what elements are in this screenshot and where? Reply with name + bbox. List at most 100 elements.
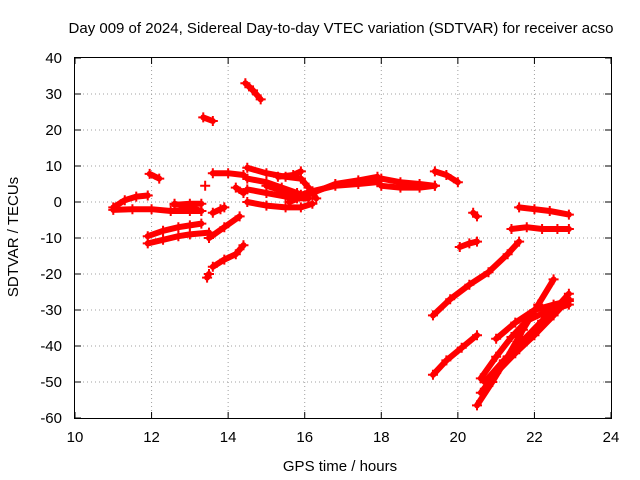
- x-tick-label: 20: [450, 429, 467, 446]
- plus-marker: [472, 211, 482, 222]
- trace-line: [516, 204, 572, 218]
- plus-marker: [427, 369, 438, 380]
- plus-marker: [429, 180, 440, 191]
- plus-marker: [521, 222, 532, 233]
- plus-marker: [207, 207, 218, 218]
- y-tick-label: -30: [40, 302, 62, 319]
- plus-marker: [234, 211, 245, 222]
- series-trace: [506, 222, 574, 234]
- plus-marker: [255, 94, 266, 105]
- plus-marker: [242, 162, 253, 173]
- plus-marker: [238, 240, 249, 251]
- plus-marker: [491, 333, 502, 344]
- trace-line: [110, 192, 151, 211]
- plot-frame: [74, 57, 612, 419]
- x-tick-label: 24: [603, 429, 620, 446]
- plus-marker: [307, 188, 318, 198]
- plus-marker: [472, 400, 482, 411]
- plus-marker: [456, 342, 467, 353]
- plus-marker: [529, 305, 540, 315]
- plus-marker: [207, 261, 218, 272]
- plus-marker: [142, 190, 153, 201]
- plus-marker: [261, 168, 272, 179]
- y-tick-label: -10: [40, 230, 62, 247]
- plus-marker: [514, 236, 525, 247]
- plus-marker: [131, 191, 142, 202]
- x-tick-label: 12: [143, 429, 160, 446]
- plus-marker: [248, 85, 259, 96]
- plus-marker: [452, 177, 463, 188]
- series-trace: [204, 211, 245, 243]
- y-tick-label: -50: [40, 374, 62, 391]
- plus-marker: [165, 206, 176, 216]
- plus-marker: [506, 332, 517, 342]
- plus-marker: [196, 198, 207, 209]
- plus-marker: [284, 197, 295, 207]
- chart-title: Day 009 of 2024, Sidereal Day-to-day VTE…: [69, 20, 614, 37]
- grid-lines: [75, 58, 611, 418]
- plus-marker: [219, 254, 230, 265]
- plus-marker: [472, 330, 482, 341]
- plus-marker: [502, 249, 513, 260]
- plus-marker: [200, 180, 211, 191]
- series-trace: [144, 168, 165, 184]
- plus-marker: [429, 166, 440, 177]
- plus-marker: [146, 204, 157, 215]
- plus-marker: [242, 184, 253, 195]
- plus-marker: [184, 198, 195, 209]
- plus-marker: [537, 224, 548, 234]
- plus-marker: [261, 180, 272, 191]
- y-tick-label: 0: [54, 194, 62, 211]
- plus-marker: [272, 171, 283, 182]
- plus-marker: [395, 182, 406, 193]
- plus-marker: [223, 168, 234, 179]
- plus-marker: [529, 204, 540, 215]
- plus-marker: [414, 182, 425, 193]
- data-series: [108, 78, 574, 411]
- x-tick-label: 10: [67, 429, 84, 446]
- y-tick-label: 10: [45, 158, 62, 175]
- series-trace: [376, 180, 440, 193]
- plus-marker: [464, 279, 475, 290]
- x-tick-labels: 10 12 14 16 18 20 22 24: [67, 429, 620, 446]
- plus-marker: [307, 198, 318, 209]
- plus-marker: [472, 236, 482, 247]
- series-trace: [427, 330, 482, 380]
- y-tick-labels: 40 30 20 10 0 -10 -20 -30 -40 -50 -60: [40, 50, 62, 427]
- plus-marker: [288, 170, 299, 180]
- plus-marker: [498, 355, 509, 366]
- plus-marker: [353, 175, 364, 186]
- trace-line: [378, 182, 438, 191]
- series-trace: [429, 166, 463, 188]
- plus-marker: [230, 249, 241, 260]
- series-trace: [242, 197, 318, 213]
- series-trace: [202, 269, 214, 283]
- plus-marker: [510, 317, 521, 328]
- plus-marker: [207, 168, 218, 179]
- plus-marker: [441, 170, 452, 180]
- plus-marker: [158, 234, 169, 245]
- plus-marker: [376, 180, 387, 191]
- series-trace: [108, 190, 153, 213]
- plus-marker: [491, 351, 502, 362]
- x-tick-label: 14: [220, 429, 237, 446]
- x-tick-label: 22: [526, 429, 543, 446]
- plus-marker: [563, 296, 574, 306]
- series-trace: [200, 180, 211, 191]
- y-axis-title: SDTVAR / TECUs: [5, 177, 22, 297]
- series-trace: [142, 218, 207, 242]
- plus-marker: [548, 299, 559, 310]
- plus-marker: [158, 225, 169, 236]
- plus-marker: [184, 220, 195, 231]
- y-tick-label: -60: [40, 410, 62, 427]
- plus-marker: [242, 197, 253, 207]
- plus-marker: [464, 238, 475, 249]
- x-tick-label: 16: [296, 429, 313, 446]
- plus-marker: [563, 209, 574, 220]
- plus-marker: [154, 173, 165, 184]
- plus-marker: [119, 195, 130, 206]
- plus-marker: [219, 202, 230, 213]
- plus-marker: [169, 199, 180, 210]
- y-tick-label: 20: [45, 122, 62, 139]
